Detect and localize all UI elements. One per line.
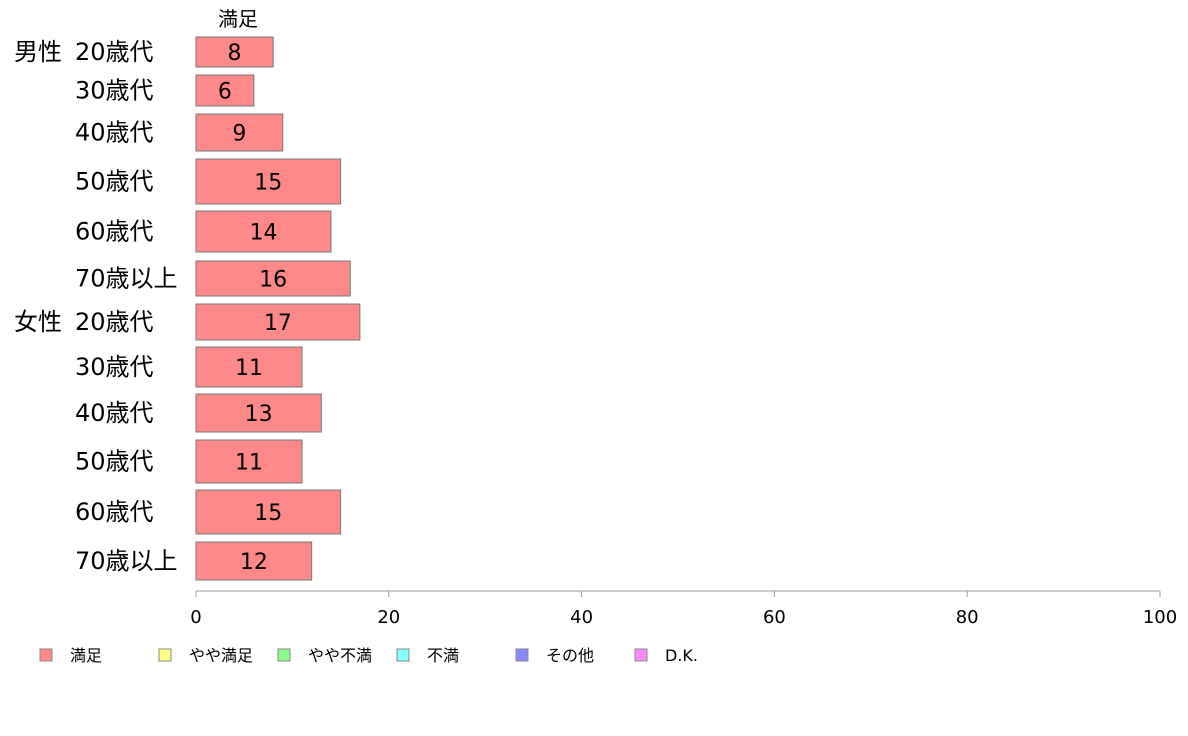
group-label: 男性 [14, 38, 62, 66]
legend-swatch [515, 648, 529, 662]
legend-label: 満足 [70, 646, 102, 665]
data-label: 17 [264, 311, 292, 336]
legend-label: やや不満 [308, 646, 372, 665]
data-label: 6 [218, 80, 232, 105]
bar [195, 393, 322, 433]
data-label: 13 [245, 402, 273, 427]
category-label: 30歳代 [75, 353, 154, 381]
data-label: 16 [259, 268, 287, 293]
x-tick-label: 20 [377, 607, 400, 628]
legend-swatch [396, 648, 410, 662]
bar [195, 541, 313, 581]
legend-swatch [634, 648, 648, 662]
category-label: 30歳代 [75, 77, 154, 105]
bar [195, 303, 361, 341]
category-label: 60歳代 [75, 218, 154, 246]
legend-swatch [39, 648, 53, 662]
x-tick-label: 80 [956, 607, 979, 628]
data-label: 8 [228, 41, 242, 66]
category-label: 40歳代 [75, 399, 154, 427]
data-label: 14 [249, 221, 277, 246]
series-header: 満足 [218, 7, 258, 31]
bar [195, 439, 303, 484]
legend-label: やや満足 [189, 646, 253, 665]
bar [195, 158, 342, 205]
data-label: 15 [254, 171, 282, 196]
x-tick-label: 100 [1143, 607, 1177, 628]
legend-label: D.K. [665, 646, 698, 665]
legend-label: 不満 [427, 646, 459, 665]
bar [195, 210, 332, 253]
legend-label: その他 [546, 646, 594, 665]
bar [195, 346, 303, 388]
x-tick-label: 0 [190, 607, 201, 628]
bar [195, 74, 255, 107]
bar [195, 260, 351, 297]
bar [195, 113, 284, 152]
legend-swatch [158, 648, 172, 662]
category-label: 70歳以上 [75, 265, 178, 293]
category-label: 50歳代 [75, 448, 154, 476]
bar [195, 489, 342, 535]
category-label: 20歳代 [75, 308, 154, 336]
data-label: 12 [240, 550, 268, 575]
x-tick-label: 60 [763, 607, 786, 628]
category-label: 50歳代 [75, 168, 154, 196]
data-label: 15 [254, 501, 282, 526]
legend-swatch [277, 648, 291, 662]
category-label: 70歳以上 [75, 547, 178, 575]
data-label: 9 [232, 122, 246, 147]
x-tick-label: 40 [570, 607, 593, 628]
group-label: 女性 [14, 308, 62, 336]
bar [195, 36, 274, 68]
category-label: 40歳代 [75, 119, 154, 147]
data-label: 11 [235, 356, 263, 381]
data-label: 11 [235, 451, 263, 476]
category-label: 60歳代 [75, 498, 154, 526]
category-label: 20歳代 [75, 38, 154, 66]
